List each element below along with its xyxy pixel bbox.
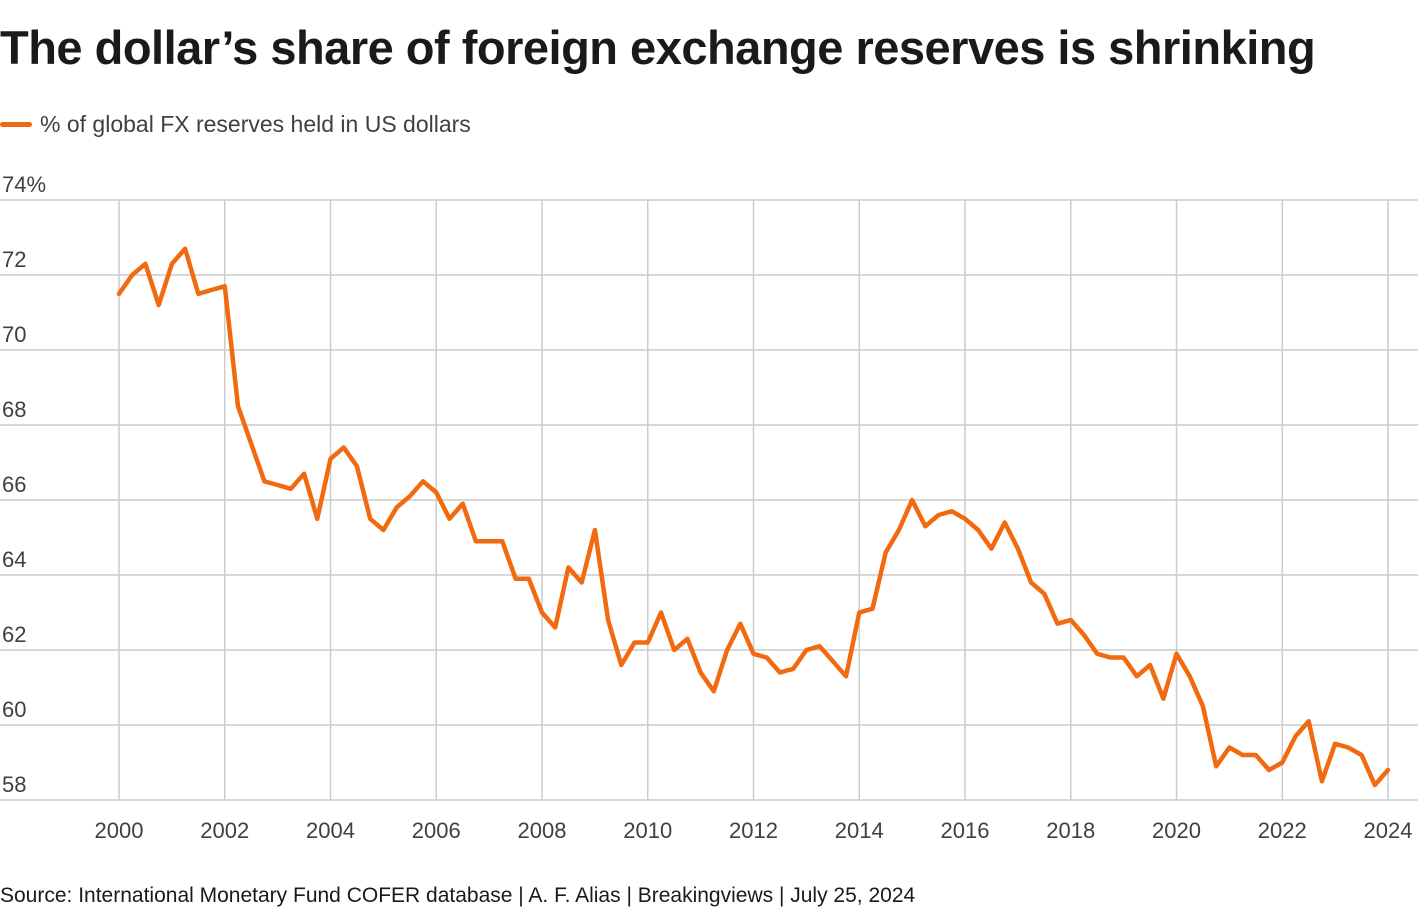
x-tick-label: 2002 [200,818,249,843]
y-tick-label: 68 [2,397,26,422]
y-tick-label: 72 [2,247,26,272]
x-tick-label: 2000 [95,818,144,843]
y-tick-label: 70 [2,322,26,347]
x-axis-ticks: 2000 2002 2004 2006 2008 2010 2012 2014 2016 2018… [95,818,1413,843]
y-tick-label: 64 [2,547,26,572]
x-tick-label: 2022 [1258,818,1307,843]
x-tick-label: 2018 [1046,818,1095,843]
y-tick-label: 74% [2,172,46,197]
series-layer [116,246,1391,788]
y-tick-label: 62 [2,622,26,647]
x-tick-label: 2012 [729,818,778,843]
legend: % of global FX reserves held in US dolla… [0,108,471,140]
legend-label: % of global FX reserves held in US dolla… [40,110,471,137]
x-tick-label: 2008 [518,818,567,843]
x-tick-label: 2004 [306,818,355,843]
y-tick-label: 58 [2,772,26,797]
series-line [116,246,1391,788]
chart-title: The dollar’s share of foreign exchange r… [0,21,1316,74]
y-tick-label: 60 [2,697,26,722]
x-tick-label: 2010 [623,818,672,843]
y-tick-label: 66 [2,472,26,497]
source-note: Source: International Monetary Fund COFE… [0,884,916,907]
x-tick-label: 2014 [835,818,884,843]
x-tick-label: 2006 [412,818,461,843]
y-axis-ticks: 58 60 62 64 66 68 70 72 74% [2,172,46,797]
x-tick-label: 2024 [1364,818,1413,843]
x-tick-label: 2016 [941,818,990,843]
x-tick-label: 2020 [1152,818,1201,843]
line-chart: 58 60 62 64 66 68 70 72 74% 2000 2002 2004 2006 2008… [0,172,1418,843]
legend-swatch [0,121,32,127]
